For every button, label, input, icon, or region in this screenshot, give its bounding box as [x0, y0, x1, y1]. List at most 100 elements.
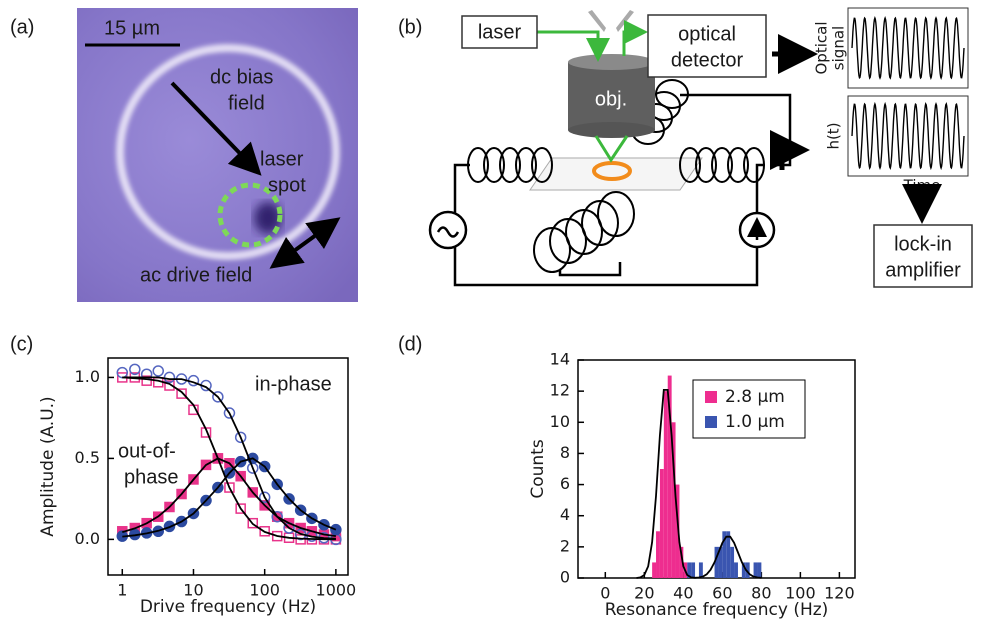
fit-line — [122, 376, 336, 541]
data-point — [116, 366, 129, 379]
histogram-bar — [757, 562, 762, 578]
histogram-bar — [718, 546, 723, 578]
legend-label: 2.8 µm — [725, 387, 785, 407]
y-tick-label: 14 — [550, 350, 570, 369]
box-label: laser — [478, 21, 522, 43]
panel-label: (a) — [10, 16, 34, 38]
data-point — [164, 380, 175, 391]
data-point — [223, 407, 236, 419]
annotation: spot — [268, 174, 306, 196]
y-tick-label: 2 — [560, 536, 570, 555]
drive-signal-trace — [851, 101, 965, 171]
histogram-bar — [671, 422, 676, 578]
y-axis-label: Amplitude (A.U.) — [38, 396, 58, 536]
x-tick-label: 0 — [600, 584, 610, 603]
arrow — [770, 130, 810, 170]
data-point — [259, 526, 270, 537]
coil-loop — [711, 147, 733, 183]
histogram-bar — [679, 546, 684, 578]
objective-label: obj. — [595, 88, 627, 110]
box-label: amplifier — [885, 259, 961, 281]
legend-swatch — [705, 416, 717, 428]
arrow — [269, 217, 341, 269]
histogram-bar — [714, 546, 719, 578]
histogram-bar — [734, 562, 738, 578]
circuit — [428, 79, 792, 287]
axis-label: signal — [830, 26, 848, 70]
annotation: dc bias — [210, 66, 273, 88]
data-point — [234, 431, 247, 444]
x-tick-label: 120 — [824, 584, 855, 603]
legend-label: 1.0 µm — [725, 412, 785, 432]
annotation: laser — [260, 148, 304, 170]
fit-line — [636, 389, 762, 579]
wire — [558, 262, 622, 277]
laser-beam — [537, 30, 610, 62]
fit-line — [122, 376, 336, 540]
y-tick-label: 0.0 — [75, 529, 100, 548]
fit-line — [122, 457, 337, 537]
y-tick-label: 4 — [560, 505, 570, 524]
box-label: lock-in — [894, 233, 952, 255]
coil-loop — [679, 147, 701, 183]
ring — [116, 44, 340, 260]
x-axis-label: Drive frequency (Hz) — [140, 597, 316, 617]
optical-signal-trace — [851, 15, 965, 81]
y-tick-label: 10 — [550, 412, 570, 431]
coil-loop — [499, 147, 521, 183]
coil-loop — [533, 227, 571, 273]
coil-loop — [727, 147, 749, 183]
mirror — [588, 10, 634, 32]
x-tick-label: 60 — [712, 584, 732, 603]
arrow — [170, 81, 262, 176]
histogram-bar — [722, 531, 727, 578]
histogram-bar — [741, 562, 746, 578]
data-point — [258, 491, 271, 504]
coil-loop — [695, 147, 717, 183]
ring-sample — [592, 161, 632, 181]
objective — [568, 62, 655, 130]
histogram-bar — [663, 391, 668, 578]
ac-symbol — [436, 226, 460, 238]
data-point — [212, 391, 224, 403]
laser-box — [461, 15, 538, 49]
laser-beam — [594, 135, 629, 163]
histogram-bar — [652, 562, 657, 578]
panel-label: (c) — [10, 333, 33, 355]
histogram-bar — [730, 546, 735, 578]
histogram-bar — [726, 531, 731, 578]
wire — [680, 93, 792, 167]
scale-label: 15 µm — [104, 17, 160, 39]
laser-beam — [622, 20, 648, 56]
data-point — [271, 510, 283, 523]
detector-box — [647, 14, 767, 78]
x-tick-label: 10 — [183, 581, 203, 600]
histogram-bar — [753, 562, 758, 578]
histogram-bar — [659, 469, 664, 578]
data-point — [224, 482, 235, 493]
axis-label: Optical — [813, 22, 831, 75]
x-tick-label: 1 — [117, 581, 127, 600]
data-point — [247, 517, 259, 529]
axis-label: h(t) — [825, 122, 843, 149]
objective-bottom — [568, 122, 655, 138]
y-axis-label: Counts — [528, 439, 548, 498]
x-tick-label: 40 — [673, 584, 693, 603]
data-point — [141, 375, 152, 386]
y-tick-label: 12 — [550, 381, 570, 400]
legend-box — [692, 379, 806, 439]
data-point — [176, 388, 187, 399]
coil-loop — [515, 147, 537, 183]
histogram-bar — [656, 531, 660, 578]
coil-loop — [483, 147, 505, 183]
coil-loop — [467, 147, 489, 183]
histogram-bar — [667, 375, 672, 578]
y-tick-label: 8 — [560, 443, 570, 462]
x-tick-label: 20 — [634, 584, 654, 603]
y-tick-label: 0 — [560, 568, 570, 587]
data-point — [152, 365, 165, 377]
fit-line — [122, 457, 337, 538]
coil-loop — [531, 147, 553, 183]
coil-loop — [743, 147, 765, 183]
x-tick-label: 100 — [249, 581, 280, 600]
